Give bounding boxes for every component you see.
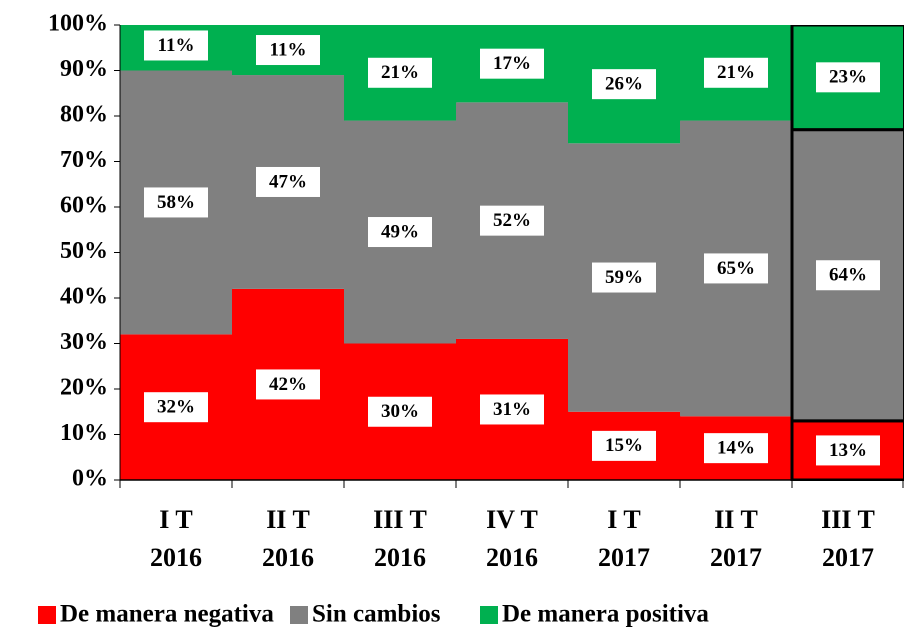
- value-label-box: [592, 262, 656, 293]
- y-tick-label: 100%: [48, 11, 108, 37]
- value-label: 21%: [717, 62, 755, 83]
- x-tick-label: IV T: [486, 505, 538, 534]
- value-label-box: [592, 69, 656, 100]
- value-label: 26%: [605, 74, 643, 95]
- x-tick-label: 2017: [710, 543, 762, 572]
- x-tick-label: II T: [714, 505, 758, 534]
- x-tick-label: 2016: [374, 543, 426, 572]
- value-label: 30%: [381, 401, 419, 422]
- value-label: 58%: [157, 192, 195, 213]
- y-tick-label: 0%: [72, 466, 108, 492]
- x-tick-label: III T: [373, 505, 427, 534]
- value-label-box: [480, 48, 544, 79]
- value-label: 31%: [493, 399, 531, 420]
- y-tick-label: 80%: [60, 102, 108, 128]
- legend-swatch: [290, 606, 308, 624]
- value-label-box: [480, 394, 544, 425]
- value-label: 64%: [829, 265, 867, 286]
- value-label: 15%: [605, 435, 643, 456]
- value-label: 14%: [717, 438, 755, 459]
- value-label-box: [704, 433, 768, 464]
- x-tick-label: I T: [159, 505, 193, 534]
- value-label: 13%: [829, 440, 867, 461]
- legend-swatch: [480, 606, 498, 624]
- value-label: 65%: [717, 258, 755, 279]
- legend-swatch: [38, 606, 56, 624]
- legend-label: De manera negativa: [60, 601, 274, 628]
- y-tick-label: 50%: [60, 238, 108, 264]
- value-label: 11%: [270, 39, 307, 60]
- x-tick-label: 2016: [150, 543, 202, 572]
- x-tick-label: III T: [821, 505, 875, 534]
- x-tick-label: 2016: [486, 543, 538, 572]
- value-label-box: [144, 392, 208, 423]
- value-label: 21%: [381, 62, 419, 83]
- value-label: 59%: [605, 267, 643, 288]
- value-label-box: [592, 430, 656, 461]
- y-tick-label: 10%: [60, 420, 108, 446]
- x-tick-label: 2017: [598, 543, 650, 572]
- value-label-box: [368, 396, 432, 427]
- value-label-box: [704, 253, 768, 284]
- value-label: 42%: [269, 374, 307, 395]
- value-label: 47%: [269, 171, 307, 192]
- value-label: 52%: [493, 210, 531, 231]
- x-tick-label: II T: [266, 505, 310, 534]
- value-label: 32%: [157, 397, 195, 418]
- value-label-box: [144, 187, 208, 218]
- value-label-box: [816, 260, 880, 291]
- value-label-box: [816, 435, 880, 466]
- value-label-box: [256, 166, 320, 197]
- y-tick-label: 20%: [60, 375, 108, 401]
- y-tick-label: 90%: [60, 56, 108, 82]
- value-label-box: [256, 35, 320, 66]
- legend-label: De manera positiva: [502, 601, 709, 628]
- value-label: 23%: [829, 67, 867, 88]
- value-label-box: [480, 205, 544, 236]
- value-label-box: [368, 57, 432, 88]
- value-label-box: [256, 369, 320, 400]
- y-tick-label: 40%: [60, 284, 108, 310]
- value-label: 49%: [381, 221, 419, 242]
- x-tick-label: I T: [607, 505, 641, 534]
- value-label-box: [704, 57, 768, 88]
- value-label-box: [368, 217, 432, 248]
- value-label: 11%: [158, 35, 195, 56]
- y-tick-label: 70%: [60, 147, 108, 173]
- value-label-box: [144, 30, 208, 61]
- x-tick-label: 2016: [262, 543, 314, 572]
- y-tick-label: 30%: [60, 329, 108, 355]
- value-label: 17%: [493, 53, 531, 74]
- legend-label: Sin cambios: [312, 601, 441, 628]
- value-label-box: [816, 62, 880, 93]
- x-tick-label: 2017: [822, 543, 874, 572]
- y-tick-label: 60%: [60, 193, 108, 219]
